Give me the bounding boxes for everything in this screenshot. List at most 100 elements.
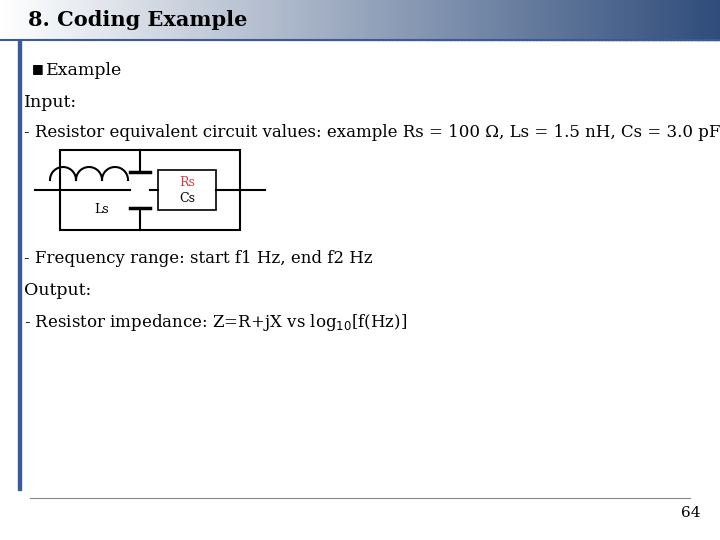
Text: - Resistor equivalent circuit values: example Rs = 100 Ω, Ls = 1.5 nH, Cs = 3.0 : - Resistor equivalent circuit values: ex… xyxy=(24,124,720,141)
Bar xyxy=(133,0,138,40)
Bar xyxy=(115,0,120,40)
Bar xyxy=(241,0,246,40)
Bar xyxy=(666,0,670,40)
Bar xyxy=(497,0,501,40)
Bar xyxy=(623,0,627,40)
Bar xyxy=(112,0,116,40)
Bar xyxy=(673,0,678,40)
Bar xyxy=(590,0,595,40)
Bar xyxy=(288,0,292,40)
Bar xyxy=(22,0,26,40)
Bar xyxy=(54,0,58,40)
Bar xyxy=(461,0,465,40)
Bar xyxy=(554,0,559,40)
Bar xyxy=(292,0,296,40)
Bar xyxy=(475,0,480,40)
Bar xyxy=(328,0,332,40)
Bar xyxy=(266,0,271,40)
Bar xyxy=(421,0,426,40)
Bar xyxy=(36,0,40,40)
Bar xyxy=(500,0,505,40)
Bar xyxy=(61,0,66,40)
Bar xyxy=(490,0,494,40)
Bar xyxy=(367,0,372,40)
Bar xyxy=(468,0,472,40)
Bar xyxy=(551,0,555,40)
Bar xyxy=(374,0,379,40)
Bar xyxy=(173,0,177,40)
Bar xyxy=(97,0,102,40)
Bar xyxy=(385,0,390,40)
Bar xyxy=(72,0,76,40)
Bar xyxy=(248,0,253,40)
Bar xyxy=(353,0,357,40)
Text: - Frequency range: start f1 Hz, end f2 Hz: - Frequency range: start f1 Hz, end f2 H… xyxy=(24,250,373,267)
Bar xyxy=(0,0,4,40)
Bar xyxy=(302,0,307,40)
Bar xyxy=(43,0,48,40)
Bar xyxy=(684,0,688,40)
Bar xyxy=(580,0,584,40)
Bar xyxy=(601,0,606,40)
Text: Example: Example xyxy=(46,62,122,79)
Bar xyxy=(299,0,303,40)
Bar xyxy=(428,0,433,40)
Bar xyxy=(137,0,141,40)
Bar xyxy=(641,0,645,40)
Bar xyxy=(425,0,429,40)
Bar xyxy=(691,0,696,40)
Bar xyxy=(544,0,548,40)
Bar xyxy=(18,40,21,490)
Bar xyxy=(76,0,80,40)
Bar xyxy=(198,0,202,40)
Bar xyxy=(619,0,624,40)
Bar xyxy=(688,0,692,40)
Bar xyxy=(529,0,534,40)
Bar xyxy=(630,0,634,40)
Bar xyxy=(176,0,181,40)
Bar xyxy=(234,0,238,40)
Bar xyxy=(479,0,483,40)
Bar xyxy=(508,0,512,40)
Bar xyxy=(310,0,314,40)
Bar xyxy=(662,0,667,40)
Bar xyxy=(212,0,217,40)
Bar xyxy=(349,0,354,40)
Bar xyxy=(65,0,69,40)
Bar xyxy=(634,0,638,40)
Bar xyxy=(194,0,199,40)
Bar xyxy=(270,0,274,40)
Bar xyxy=(320,0,325,40)
Bar xyxy=(191,0,195,40)
Bar xyxy=(382,0,386,40)
Bar xyxy=(526,0,530,40)
Bar xyxy=(295,0,300,40)
Bar xyxy=(148,0,152,40)
Bar xyxy=(608,0,613,40)
Bar xyxy=(252,0,256,40)
Bar xyxy=(716,0,720,40)
Bar xyxy=(158,170,216,210)
Bar xyxy=(677,0,681,40)
Bar xyxy=(493,0,498,40)
Bar xyxy=(216,0,220,40)
Bar xyxy=(245,0,249,40)
Bar xyxy=(454,0,458,40)
Bar xyxy=(331,0,336,40)
Text: Input:: Input: xyxy=(24,94,77,111)
Text: ■: ■ xyxy=(32,62,44,75)
Bar xyxy=(83,0,87,40)
Bar xyxy=(281,0,285,40)
Bar xyxy=(342,0,346,40)
Bar xyxy=(230,0,235,40)
Bar xyxy=(166,0,170,40)
Bar xyxy=(313,0,318,40)
Bar xyxy=(158,0,163,40)
Bar xyxy=(594,0,598,40)
Bar xyxy=(504,0,508,40)
Bar xyxy=(464,0,469,40)
Bar xyxy=(644,0,649,40)
Bar xyxy=(263,0,267,40)
Bar xyxy=(227,0,231,40)
Bar xyxy=(335,0,339,40)
